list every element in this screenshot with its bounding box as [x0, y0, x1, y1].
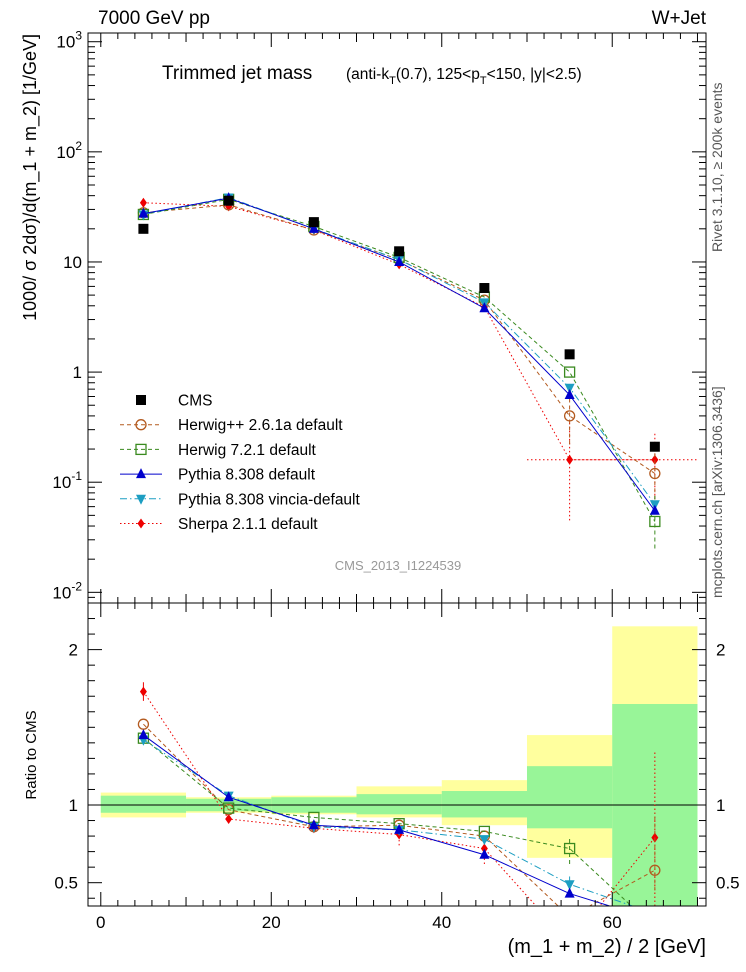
ratio-point-sherpa: [139, 686, 147, 697]
ratio-point-herwig7: [563, 842, 576, 855]
ratio-y-tick-label-right: 2: [716, 641, 725, 660]
legend-label: Sherpa 2.1.1 default: [178, 516, 318, 533]
data-point-pythia: [394, 255, 405, 266]
data-point-herwigpp: [563, 410, 576, 422]
data-point-pythia: [649, 504, 660, 515]
ratio-point-herwig7: [222, 802, 235, 814]
y-tick-label: 10-2: [52, 579, 82, 602]
legend-entry-herwigpp: Herwig++ 2.6.1a default: [120, 417, 343, 434]
series-line-pythia: [143, 197, 656, 512]
ratio-point-vincia: [564, 880, 575, 891]
mcplots-label: mcplots.cern.ch [arXiv:1306.3436]: [709, 386, 725, 598]
ratio-point-sherpa: [225, 813, 233, 824]
ratio-point-pythia: [308, 819, 319, 830]
data-point-pythia: [564, 388, 575, 399]
y-tick-label: 102: [56, 139, 82, 162]
legend-label: Herwig++ 2.6.1a default: [178, 417, 343, 434]
x-axis-label: (m_1 + m_2) / 2 [GeV]: [508, 936, 706, 958]
ratio-y-tick-label-right: 0.5: [716, 874, 740, 893]
data-point-herwigpp: [649, 467, 661, 480]
analysis-watermark: CMS_2013_I1224539: [335, 558, 462, 573]
data-point-cms: [308, 217, 319, 228]
legend-marker: [137, 518, 145, 529]
y-tick-label: 1: [73, 363, 82, 382]
legend-entry-vincia: Pythia 8.308 vincia-default: [120, 491, 361, 508]
legend-label: Herwig 7.2.1 default: [178, 442, 317, 459]
series-cms: [138, 195, 660, 452]
header-process: W+Jet: [652, 8, 707, 29]
main-title: Trimmed jet mass: [162, 63, 312, 84]
data-point-sherpa: [651, 454, 659, 465]
data-point-herwig7: [649, 515, 661, 528]
data-point-pythia: [308, 222, 319, 233]
band-inner: [100, 795, 187, 813]
legend-label: CMS: [178, 393, 212, 410]
legend-marker: [135, 419, 147, 431]
x-tick-label: 60: [603, 913, 622, 932]
x-tick-label: 40: [432, 913, 451, 932]
legend-entry-sherpa: Sherpa 2.1.1 default: [120, 516, 318, 533]
data-point-cms: [479, 283, 490, 294]
ratio-ylabel: Ratio to CMS: [23, 710, 40, 799]
ratio-frame: [87, 602, 707, 907]
x-tick-label: 20: [262, 913, 281, 932]
ratio-point-sherpa: [480, 843, 488, 854]
data-point-cms: [394, 246, 405, 257]
legend: CMS Herwig++ 2.6.1a default Herwig 7.2.1 d…: [120, 393, 361, 533]
data-point-herwig7: [563, 366, 576, 378]
legend-marker: [136, 395, 146, 405]
legend-marker: [136, 494, 146, 505]
data-point-sherpa: [139, 197, 147, 208]
ratio-point-vincia: [479, 835, 490, 846]
ratio-y-tick-label-right: 1: [716, 796, 725, 815]
ratio-point-herwig7: [650, 923, 660, 933]
data-point-cms: [564, 349, 575, 360]
legend-label: Pythia 8.308 default: [178, 467, 316, 484]
ratio-point-pythia: [138, 729, 149, 740]
legend-marker: [136, 468, 146, 479]
data-point-vincia: [564, 383, 575, 394]
ratio-y-tick-label: 0.5: [54, 874, 78, 893]
y-tick-label: 103: [56, 29, 82, 52]
header-energy: 7000 GeV pp: [98, 8, 210, 29]
data-point-cms: [138, 223, 149, 234]
data-point-sherpa: [566, 454, 574, 465]
ratio-point-pythia: [394, 823, 405, 834]
ratio-point-pythia: [650, 914, 660, 924]
legend-label: Pythia 8.308 vincia-default: [178, 491, 361, 508]
band-inner: [441, 791, 527, 818]
ratio-line-herwig7: [143, 737, 633, 906]
ratio-point-herwigpp: [565, 912, 575, 922]
band-inner: [526, 766, 613, 829]
main-ylabel: 1000/ σ 2dσ)/d(m_1 + m_2) [1/GeV]: [20, 34, 41, 321]
ratio-series-pythia: [138, 729, 660, 924]
ratio-point-pythia: [564, 887, 575, 898]
main-subtitle: (anti-kT(0.7), 125<pT<150, |y|<2.5): [346, 66, 582, 87]
legend-marker: [135, 443, 147, 456]
data-point-cms: [649, 441, 660, 452]
ratio-point-pythia: [479, 848, 490, 859]
ratio-point-vincia: [650, 910, 660, 920]
ratio-panel: 0.5 0.51 12 20 20 40 60 Ratio to CMS (m_1 + m_…: [23, 602, 740, 958]
series-vincia: [138, 193, 660, 511]
data-point-pythia: [138, 207, 149, 218]
ratio-y-tick-label: 1: [69, 796, 78, 815]
ratio-point-pythia: [223, 791, 234, 802]
y-tick-label: 10-1: [52, 469, 82, 492]
ratio-point-herwigpp: [649, 864, 661, 876]
ratio-y-tick-label: 2: [69, 641, 78, 660]
main-panel: 10-2 10-1 1 10 102 103 Trimmed jet mass (anti…: [20, 29, 707, 604]
data-point-cms: [223, 195, 234, 206]
legend-entry-pythia: Pythia 8.308 default: [120, 467, 316, 484]
legend-entry-cms: CMS: [136, 393, 212, 410]
rivet-label: Rivet 3.1.10, ≥ 200k events: [709, 82, 725, 252]
data-point-pythia: [479, 302, 490, 313]
x-tick-label: 0: [96, 913, 105, 932]
ratio-line-herwigpp: [143, 723, 656, 906]
y-tick-label: 10: [63, 253, 82, 272]
band-inner: [356, 794, 442, 815]
legend-entry-herwig7: Herwig 7.2.1 default: [120, 442, 317, 459]
